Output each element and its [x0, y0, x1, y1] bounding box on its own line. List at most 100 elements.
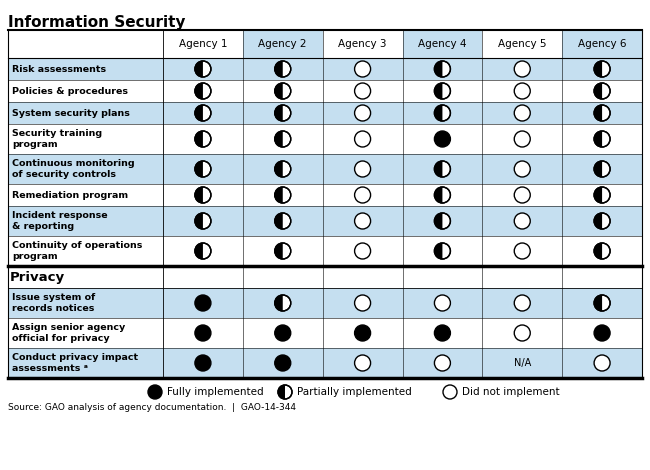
Text: Agency 3: Agency 3: [339, 39, 387, 49]
Circle shape: [275, 161, 291, 177]
Circle shape: [514, 187, 530, 203]
Wedge shape: [278, 385, 285, 399]
Wedge shape: [275, 161, 283, 177]
Wedge shape: [594, 61, 602, 77]
Wedge shape: [195, 213, 203, 229]
Wedge shape: [275, 187, 283, 203]
Circle shape: [195, 295, 211, 311]
Circle shape: [195, 105, 211, 121]
Circle shape: [443, 385, 457, 399]
Text: Assign senior agency
official for privacy: Assign senior agency official for privac…: [12, 323, 125, 343]
Wedge shape: [434, 243, 443, 259]
Circle shape: [148, 385, 162, 399]
Wedge shape: [275, 105, 283, 121]
Text: Information Security: Information Security: [8, 15, 185, 30]
Circle shape: [594, 213, 610, 229]
Circle shape: [434, 325, 450, 341]
Bar: [562, 30, 642, 58]
Circle shape: [275, 325, 291, 341]
Wedge shape: [195, 83, 203, 99]
Bar: [8, 288, 642, 318]
Circle shape: [275, 213, 291, 229]
Wedge shape: [275, 131, 283, 147]
Circle shape: [514, 83, 530, 99]
Circle shape: [195, 355, 211, 371]
Circle shape: [594, 161, 610, 177]
Circle shape: [514, 131, 530, 147]
Text: Agency 5: Agency 5: [498, 39, 547, 49]
Circle shape: [434, 213, 450, 229]
Text: Security training
program: Security training program: [12, 129, 102, 149]
Bar: [8, 236, 642, 266]
Circle shape: [594, 295, 610, 311]
Wedge shape: [195, 131, 203, 147]
Wedge shape: [434, 105, 443, 121]
Wedge shape: [195, 161, 203, 177]
Circle shape: [594, 187, 610, 203]
Text: Issue system of
records notices: Issue system of records notices: [12, 293, 96, 313]
Circle shape: [514, 61, 530, 77]
Text: Agency 6: Agency 6: [578, 39, 627, 49]
Circle shape: [514, 325, 530, 341]
Circle shape: [355, 131, 370, 147]
Wedge shape: [434, 187, 443, 203]
Circle shape: [355, 243, 370, 259]
Circle shape: [355, 355, 370, 371]
Text: Agency 1: Agency 1: [179, 39, 227, 49]
Text: Partially implemented: Partially implemented: [297, 387, 411, 397]
Circle shape: [195, 161, 211, 177]
Circle shape: [195, 213, 211, 229]
Circle shape: [355, 161, 370, 177]
Circle shape: [514, 161, 530, 177]
Wedge shape: [434, 61, 443, 77]
Circle shape: [594, 355, 610, 371]
Circle shape: [275, 243, 291, 259]
Wedge shape: [594, 105, 602, 121]
Text: Conduct privacy impact
assessments ᵃ: Conduct privacy impact assessments ᵃ: [12, 353, 138, 373]
Circle shape: [514, 243, 530, 259]
Circle shape: [594, 243, 610, 259]
Circle shape: [355, 325, 370, 341]
Circle shape: [275, 295, 291, 311]
Wedge shape: [275, 295, 283, 311]
Circle shape: [275, 131, 291, 147]
Circle shape: [434, 105, 450, 121]
Circle shape: [278, 385, 292, 399]
Wedge shape: [195, 61, 203, 77]
Wedge shape: [195, 187, 203, 203]
Wedge shape: [594, 161, 602, 177]
Circle shape: [275, 187, 291, 203]
Wedge shape: [434, 83, 443, 99]
Bar: [8, 348, 642, 378]
Wedge shape: [434, 213, 443, 229]
Circle shape: [434, 131, 450, 147]
Circle shape: [434, 295, 450, 311]
Text: Remediation program: Remediation program: [12, 190, 128, 199]
Circle shape: [355, 83, 370, 99]
Circle shape: [434, 187, 450, 203]
Circle shape: [514, 105, 530, 121]
Wedge shape: [275, 213, 283, 229]
Text: Agency 4: Agency 4: [418, 39, 467, 49]
Text: N/A: N/A: [514, 358, 531, 368]
Wedge shape: [594, 243, 602, 259]
Text: Policies & procedures: Policies & procedures: [12, 86, 128, 95]
Text: System security plans: System security plans: [12, 109, 130, 118]
Circle shape: [514, 213, 530, 229]
Circle shape: [355, 187, 370, 203]
Circle shape: [275, 355, 291, 371]
Circle shape: [195, 83, 211, 99]
Text: Fully implemented: Fully implemented: [167, 387, 264, 397]
Circle shape: [514, 295, 530, 311]
Circle shape: [434, 61, 450, 77]
Circle shape: [195, 243, 211, 259]
Bar: [482, 30, 562, 58]
Bar: [8, 124, 642, 154]
Circle shape: [355, 213, 370, 229]
Wedge shape: [594, 295, 602, 311]
Bar: [8, 80, 642, 102]
Text: Source: GAO analysis of agency documentation.  |  GAO-14-344: Source: GAO analysis of agency documenta…: [8, 404, 296, 413]
Bar: [8, 266, 642, 288]
Circle shape: [355, 295, 370, 311]
Circle shape: [355, 61, 370, 77]
